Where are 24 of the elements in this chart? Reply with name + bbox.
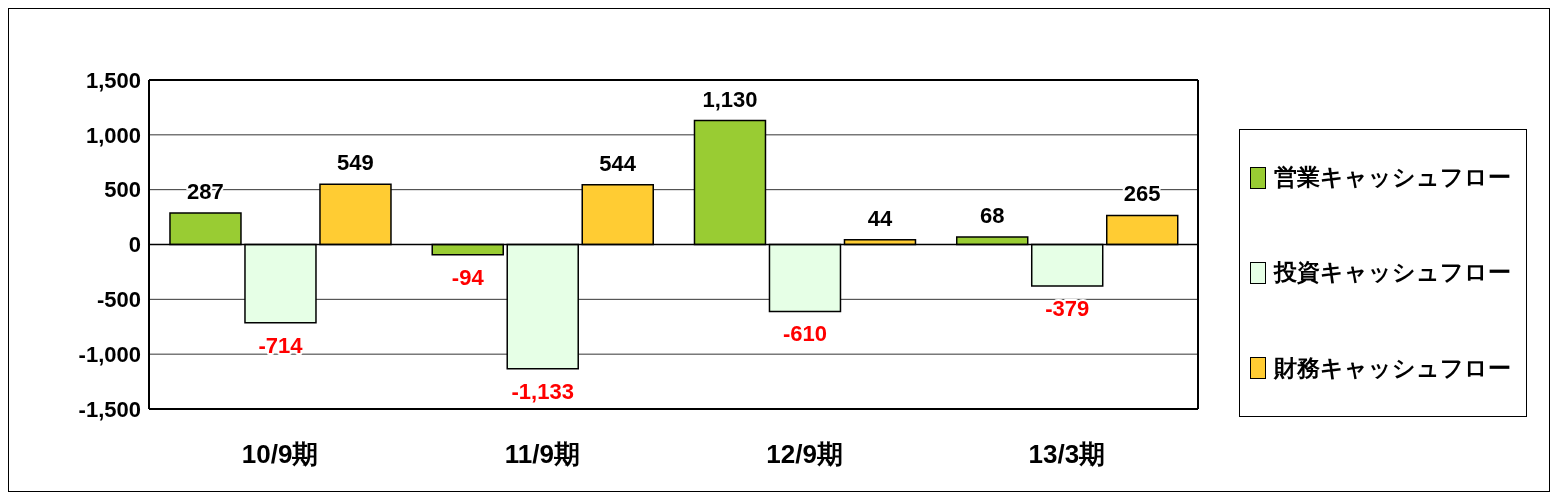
data-label: -610 xyxy=(782,321,827,347)
data-label: -1,133 xyxy=(511,378,574,404)
legend-label: 財務キャッシュフロー xyxy=(1274,353,1511,383)
y-tick-label: 1,500 xyxy=(85,67,141,93)
y-tick-label: 500 xyxy=(104,177,141,203)
y-tick-label: -1,000 xyxy=(78,341,141,367)
data-label: -714 xyxy=(258,332,304,358)
x-tick-label: 13/3期 xyxy=(1028,439,1106,470)
legend-label: 営業キャッシュフロー xyxy=(1274,163,1511,193)
legend-label: 投資キャッシュフロー xyxy=(1274,258,1511,288)
y-tick-label: -500 xyxy=(96,287,141,313)
data-label: 549 xyxy=(337,150,374,176)
y-tick-label: 1,000 xyxy=(85,122,141,148)
x-tick-label: 10/9期 xyxy=(241,439,319,470)
data-label: -94 xyxy=(451,264,485,290)
y-tick-label: 0 xyxy=(128,232,141,258)
data-label: 544 xyxy=(599,150,637,176)
x-tick-label: 11/9期 xyxy=(504,439,580,470)
x-tick-label: 12/9期 xyxy=(766,439,843,470)
data-label: -379 xyxy=(1045,296,1090,322)
data-label: 1,130 xyxy=(702,86,758,112)
data-label: 68 xyxy=(979,203,1005,229)
y-tick-label: -1,500 xyxy=(78,396,141,422)
data-label: 44 xyxy=(867,205,893,231)
